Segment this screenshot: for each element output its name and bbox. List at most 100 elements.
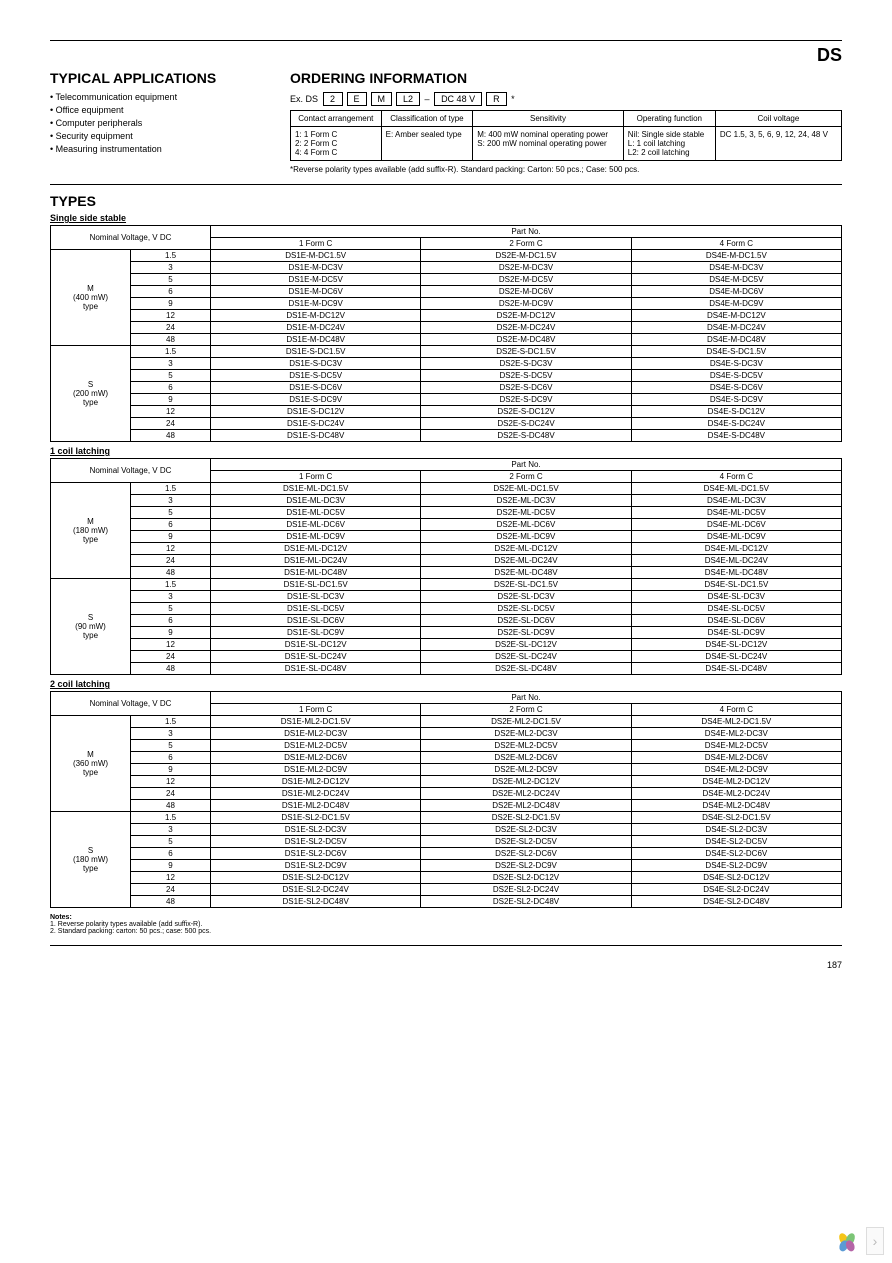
part-number: DS4E-SL-DC9V bbox=[631, 627, 841, 639]
part-number: DS4E-SL-DC12V bbox=[631, 639, 841, 651]
part-number: DS1E-ML-DC12V bbox=[211, 543, 421, 555]
part-number: DS4E-SL2-DC5V bbox=[631, 836, 841, 848]
part-number: DS2E-ML2-DC24V bbox=[421, 788, 631, 800]
part-number: DS1E-SL-DC9V bbox=[211, 627, 421, 639]
part-number: DS2E-SL-DC48V bbox=[421, 663, 631, 675]
type-label: M (400 mW) type bbox=[51, 250, 131, 346]
part-number: DS1E-ML2-DC48V bbox=[211, 800, 421, 812]
part-number: DS1E-SL-DC3V bbox=[211, 591, 421, 603]
part-number: DS4E-S-DC6V bbox=[631, 382, 841, 394]
part-number: DS1E-ML2-DC24V bbox=[211, 788, 421, 800]
part-number: DS2E-M-DC1.5V bbox=[421, 250, 631, 262]
section-heading: 2 coil latching bbox=[50, 679, 842, 689]
part-number: DS2E-SL2-DC6V bbox=[421, 848, 631, 860]
part-number: DS4E-ML-DC6V bbox=[631, 519, 841, 531]
part-number: DS4E-ML2-DC12V bbox=[631, 776, 841, 788]
part-number: DS2E-M-DC24V bbox=[421, 322, 631, 334]
part-number: DS4E-S-DC5V bbox=[631, 370, 841, 382]
part-number: DS1E-SL-DC6V bbox=[211, 615, 421, 627]
part-number: DS2E-S-DC12V bbox=[421, 406, 631, 418]
part-number: DS2E-SL2-DC24V bbox=[421, 884, 631, 896]
section-heading: 1 coil latching bbox=[50, 446, 842, 456]
part-number: DS4E-ML2-DC3V bbox=[631, 728, 841, 740]
part-number: DS1E-ML-DC3V bbox=[211, 495, 421, 507]
part-number: DS2E-ML-DC48V bbox=[421, 567, 631, 579]
part-number: DS2E-ML-DC24V bbox=[421, 555, 631, 567]
part-number: DS2E-SL-DC3V bbox=[421, 591, 631, 603]
part-number: DS1E-ML2-DC3V bbox=[211, 728, 421, 740]
part-number: DS4E-ML-DC48V bbox=[631, 567, 841, 579]
part-number: DS2E-ML2-DC1.5V bbox=[421, 716, 631, 728]
type-label: M (180 mW) type bbox=[51, 483, 131, 579]
part-number: DS1E-ML-DC1.5V bbox=[211, 483, 421, 495]
part-number: DS4E-ML2-DC6V bbox=[631, 752, 841, 764]
page-number: 187 bbox=[50, 960, 842, 970]
next-page-button[interactable]: › bbox=[866, 1227, 884, 1255]
applications-list: Telecommunication equipmentOffice equipm… bbox=[50, 92, 260, 154]
part-number: DS2E-S-DC48V bbox=[421, 430, 631, 442]
part-number: DS1E-S-DC24V bbox=[211, 418, 421, 430]
part-number: DS2E-M-DC3V bbox=[421, 262, 631, 274]
part-number: DS4E-M-DC12V bbox=[631, 310, 841, 322]
part-number: DS4E-S-DC24V bbox=[631, 418, 841, 430]
part-number: DS2E-ML2-DC12V bbox=[421, 776, 631, 788]
part-number: DS2E-ML2-DC6V bbox=[421, 752, 631, 764]
part-number: DS4E-S-DC9V bbox=[631, 394, 841, 406]
part-number: DS1E-S-DC12V bbox=[211, 406, 421, 418]
part-number: DS1E-SL2-DC1.5V bbox=[211, 812, 421, 824]
part-number: DS1E-M-DC12V bbox=[211, 310, 421, 322]
part-number: DS2E-S-DC1.5V bbox=[421, 346, 631, 358]
part-number: DS1E-SL-DC24V bbox=[211, 651, 421, 663]
part-table: Nominal Voltage, V DCPart No.1 Form C2 F… bbox=[50, 691, 842, 908]
part-number: DS4E-S-DC48V bbox=[631, 430, 841, 442]
part-number: DS1E-S-DC6V bbox=[211, 382, 421, 394]
part-number: DS1E-M-DC24V bbox=[211, 322, 421, 334]
part-number: DS4E-ML-DC12V bbox=[631, 543, 841, 555]
part-number: DS2E-ML-DC9V bbox=[421, 531, 631, 543]
part-number: DS2E-SL-DC9V bbox=[421, 627, 631, 639]
part-number: DS2E-ML-DC12V bbox=[421, 543, 631, 555]
part-number: DS2E-ML-DC6V bbox=[421, 519, 631, 531]
part-number: DS1E-S-DC1.5V bbox=[211, 346, 421, 358]
part-number: DS1E-M-DC9V bbox=[211, 298, 421, 310]
part-number: DS2E-M-DC12V bbox=[421, 310, 631, 322]
part-number: DS1E-SL2-DC6V bbox=[211, 848, 421, 860]
ordering-box: 2 bbox=[323, 92, 343, 106]
part-number: DS4E-M-DC5V bbox=[631, 274, 841, 286]
part-number: DS4E-SL2-DC9V bbox=[631, 860, 841, 872]
part-number: DS4E-SL2-DC48V bbox=[631, 896, 841, 908]
part-number: DS1E-M-DC3V bbox=[211, 262, 421, 274]
part-number: DS1E-SL-DC48V bbox=[211, 663, 421, 675]
part-number: DS2E-M-DC5V bbox=[421, 274, 631, 286]
part-number: DS4E-SL-DC6V bbox=[631, 615, 841, 627]
applications-title: TYPICAL APPLICATIONS bbox=[50, 70, 260, 86]
part-number: DS4E-ML-DC3V bbox=[631, 495, 841, 507]
part-number: DS2E-S-DC24V bbox=[421, 418, 631, 430]
part-number: DS2E-SL-DC12V bbox=[421, 639, 631, 651]
part-number: DS1E-M-DC6V bbox=[211, 286, 421, 298]
part-number: DS1E-ML-DC6V bbox=[211, 519, 421, 531]
ordering-footnote: *Reverse polarity types available (add s… bbox=[290, 165, 842, 174]
part-number: DS2E-SL2-DC1.5V bbox=[421, 812, 631, 824]
part-number: DS1E-SL2-DC24V bbox=[211, 884, 421, 896]
part-number: DS4E-SL2-DC6V bbox=[631, 848, 841, 860]
part-number: DS1E-SL2-DC48V bbox=[211, 896, 421, 908]
part-number: DS1E-S-DC3V bbox=[211, 358, 421, 370]
part-number: DS2E-SL-DC5V bbox=[421, 603, 631, 615]
part-number: DS1E-SL-DC12V bbox=[211, 639, 421, 651]
part-number: DS2E-S-DC3V bbox=[421, 358, 631, 370]
part-number: DS1E-S-DC9V bbox=[211, 394, 421, 406]
type-label: S (180 mW) type bbox=[51, 812, 131, 908]
part-number: DS1E-SL2-DC5V bbox=[211, 836, 421, 848]
series-label: DS bbox=[50, 45, 842, 66]
part-number: DS1E-ML2-DC9V bbox=[211, 764, 421, 776]
part-number: DS4E-ML-DC1.5V bbox=[631, 483, 841, 495]
part-number: DS4E-SL-DC24V bbox=[631, 651, 841, 663]
applications-item: Telecommunication equipment bbox=[50, 92, 260, 102]
part-table: Nominal Voltage, V DCPart No.1 Form C2 F… bbox=[50, 225, 842, 442]
part-number: DS4E-M-DC6V bbox=[631, 286, 841, 298]
part-number: DS2E-SL-DC24V bbox=[421, 651, 631, 663]
part-number: DS1E-M-DC1.5V bbox=[211, 250, 421, 262]
part-number: DS4E-M-DC3V bbox=[631, 262, 841, 274]
part-number: DS4E-S-DC1.5V bbox=[631, 346, 841, 358]
